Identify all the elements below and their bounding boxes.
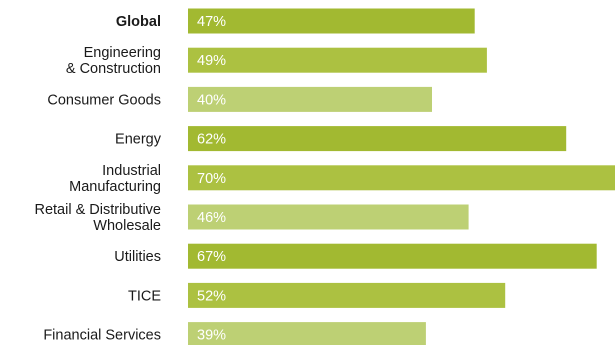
bar-4 xyxy=(188,165,615,191)
category-label-7-line-0: TICE xyxy=(128,288,161,304)
category-label-2: Consumer Goods xyxy=(47,92,161,108)
category-labels-group: Global Engineering & Construction Consumer … xyxy=(34,14,161,344)
bar-5 xyxy=(188,204,469,230)
category-label-0-line-0: Global xyxy=(116,14,161,30)
value-label-3: 62% xyxy=(197,132,226,148)
value-label-8: 39% xyxy=(197,328,226,344)
category-label-0: Global xyxy=(116,14,161,30)
category-label-5-line-1: Wholesale xyxy=(93,218,161,234)
bars-group xyxy=(188,8,615,345)
bar-7 xyxy=(188,282,506,308)
value-label-2: 40% xyxy=(197,92,226,108)
category-label-4-line-0: Industrial xyxy=(102,163,161,179)
bar-6 xyxy=(188,243,597,269)
value-labels-group: 47% 49% 40% 62% 70% 46% 67% 52% 39% xyxy=(197,14,226,344)
value-label-0: 47% xyxy=(197,14,226,30)
category-label-1-line-1: & Construction xyxy=(66,61,161,77)
bar-3 xyxy=(188,126,567,152)
value-label-1: 49% xyxy=(197,53,226,69)
category-label-5-line-0: Retail & Distributive xyxy=(34,202,161,218)
category-label-3-line-0: Energy xyxy=(115,132,162,148)
value-label-4: 70% xyxy=(197,171,226,187)
value-label-6: 67% xyxy=(197,249,226,265)
category-label-4-line-1: Manufacturing xyxy=(69,179,161,195)
category-label-6: Utilities xyxy=(114,249,161,265)
category-label-4: Industrial Manufacturing xyxy=(69,163,161,195)
bar-8 xyxy=(188,322,426,345)
category-label-1: Engineering & Construction xyxy=(66,45,161,77)
category-label-5: Retail & Distributive Wholesale xyxy=(34,202,161,234)
category-label-8: Financial Services xyxy=(43,328,161,344)
category-label-7: TICE xyxy=(128,288,161,304)
category-label-2-line-0: Consumer Goods xyxy=(47,92,161,108)
category-label-1-line-0: Engineering xyxy=(84,45,161,61)
category-label-8-line-0: Financial Services xyxy=(43,328,161,344)
bar-0 xyxy=(188,8,475,34)
value-label-7: 52% xyxy=(197,288,226,304)
bar-1 xyxy=(188,47,487,73)
bar-2 xyxy=(188,86,432,112)
category-label-6-line-0: Utilities xyxy=(114,249,161,265)
value-label-5: 46% xyxy=(197,210,226,226)
category-label-3: Energy xyxy=(115,132,162,148)
